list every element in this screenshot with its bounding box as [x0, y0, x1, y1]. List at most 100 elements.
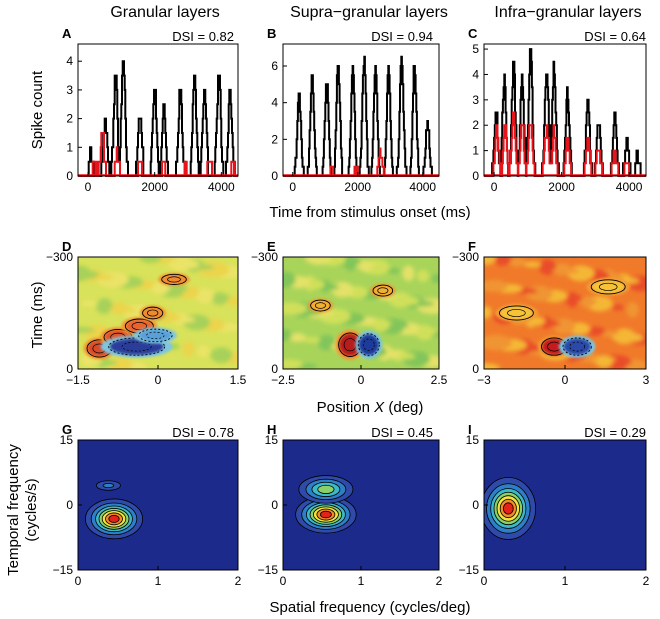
contour-level [102, 482, 115, 489]
texture-patch [167, 259, 200, 270]
x-tick-label: 0 [491, 180, 498, 194]
y-tick-label: 0 [66, 498, 73, 512]
x-tick-label: 2.5 [431, 373, 448, 387]
spectral-peak [95, 480, 121, 491]
texture-patch [78, 270, 99, 280]
psth-null-series [484, 111, 646, 177]
texture-patch [508, 257, 526, 267]
texture-patch [288, 332, 306, 343]
subregion-contour [569, 341, 585, 352]
axes-frame [282, 43, 440, 177]
y-tick-label: 3 [472, 93, 479, 107]
axes-frame [483, 43, 647, 177]
subregion-contour [142, 306, 164, 320]
axes-frame [77, 43, 239, 177]
contour-level [502, 502, 514, 515]
texture-patch [95, 298, 113, 314]
texture-patch [210, 347, 233, 363]
on-subregion [139, 305, 166, 321]
texture-patch [181, 290, 199, 297]
texture-patch [182, 341, 195, 357]
x-tick-label: 4000 [409, 180, 436, 194]
contour-level [317, 484, 335, 494]
spectral-peak [84, 498, 144, 540]
texture-patch [581, 296, 594, 309]
y-tick-label: 2 [472, 118, 479, 132]
contour-level [108, 514, 120, 523]
subregion-contour [372, 284, 394, 297]
x-tick-label: 2000 [141, 180, 168, 194]
texture-patch [493, 257, 511, 266]
texture-patch [611, 332, 644, 343]
texture-patch [484, 363, 500, 369]
panel-label: E [267, 239, 276, 254]
subregion-core [500, 306, 533, 320]
subregion-contour [167, 276, 181, 283]
subregion-contour [562, 337, 592, 356]
y-tick-label: 1 [66, 140, 73, 154]
subregion-core [339, 333, 361, 356]
texture-patch [109, 357, 132, 369]
x-tick-label: 0 [481, 574, 488, 588]
x-tick-label: 0 [289, 180, 296, 194]
subregion-contour [121, 341, 152, 352]
texture-patch [523, 261, 541, 268]
xlabel-position-variable: X [373, 399, 385, 416]
texture-patch [330, 257, 343, 264]
x-tick-label: 2000 [548, 180, 575, 194]
texture-patch [372, 318, 390, 332]
subregion-contour [310, 299, 331, 312]
subregion-core [358, 334, 379, 356]
texture-patch [538, 259, 556, 275]
texture-patch [626, 302, 639, 318]
texture-patch [283, 302, 308, 315]
subregion-contour [498, 305, 534, 321]
texture-patch [431, 273, 439, 283]
texture-patch [359, 259, 372, 273]
texture-patch [596, 300, 609, 310]
y-tick-label: −15 [53, 563, 74, 577]
ylabel-temporal-frequency-line2: (cycles/s) [23, 478, 40, 541]
ylabel-spike-count: Spike count [29, 70, 46, 149]
texture-patch [484, 257, 496, 265]
spectral-peak [298, 475, 354, 504]
texture-patch [484, 279, 508, 293]
texture-patch [484, 334, 512, 351]
y-tick-label: 0 [271, 498, 278, 512]
y-tick-label: 0 [66, 362, 73, 376]
xlabel-spatial-frequency: Spatial frequency (cycles/deg) [270, 599, 471, 616]
on-subregion [307, 298, 334, 313]
texture-patch [611, 304, 624, 311]
y-tick-label: 15 [265, 433, 279, 447]
texture-patch [625, 363, 643, 369]
contour-level [319, 510, 332, 519]
texture-patch [139, 257, 162, 263]
subregion-contour [590, 279, 626, 295]
subregion-core [592, 280, 625, 294]
off-subregion [355, 330, 383, 359]
panel-label: F [468, 239, 476, 254]
texture-patch [166, 286, 184, 296]
panel-label: C [468, 26, 478, 41]
column-title-supragranular: Supra−granular layers [290, 4, 448, 21]
x-tick-label: −1.5 [66, 373, 90, 387]
texture-patch [416, 269, 429, 283]
y-tick-label: 1 [472, 144, 479, 158]
subregion-contour [377, 287, 389, 294]
panel-b: B 0 2000 4000 0 2 4 6 [267, 26, 440, 194]
y-tick-label: 2 [271, 132, 278, 146]
texture-patch [81, 300, 99, 307]
texture-patch [283, 359, 303, 369]
texture-patch [553, 318, 576, 335]
y-tick-label: 3 [66, 83, 73, 97]
x-tick-label: 0 [75, 574, 82, 588]
texture-patch [416, 324, 434, 341]
subregion-contour [314, 302, 326, 309]
x-tick-label: −2.5 [271, 373, 295, 387]
y-tick-label: 4 [472, 67, 479, 81]
texture-patch [566, 291, 579, 308]
